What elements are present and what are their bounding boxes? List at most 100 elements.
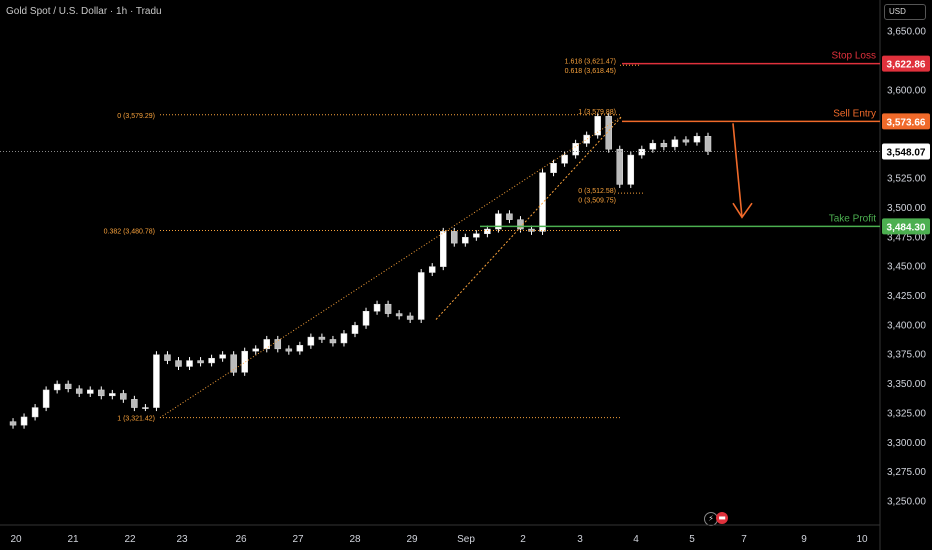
candle-down xyxy=(131,399,138,408)
candle-down xyxy=(395,313,403,317)
y-tick-label: 3,500.00 xyxy=(887,203,926,214)
chart-title: Gold Spot / U.S. Dollar · 1h · Tradu xyxy=(6,6,162,17)
x-tick-label: 7 xyxy=(741,534,747,545)
projection-arrow xyxy=(732,123,743,218)
take-profit-price-tag: 3,484.30 xyxy=(887,222,926,233)
x-tick-label: 27 xyxy=(292,534,304,545)
take-profit-price-tag-bg xyxy=(882,218,930,235)
x-tick-label: 29 xyxy=(406,534,418,545)
candle-up xyxy=(351,325,359,334)
candle-up xyxy=(417,272,425,320)
candle-down xyxy=(64,383,72,390)
y-tick-label: 3,325.00 xyxy=(887,408,926,419)
candle-up xyxy=(208,357,215,364)
candle-down xyxy=(528,228,535,232)
candle-up xyxy=(671,139,679,148)
sell-entry-price-tag-bg xyxy=(882,113,930,130)
trendline-lower xyxy=(435,115,623,320)
x-tick-label: 2 xyxy=(520,534,526,545)
candle-up xyxy=(572,143,579,156)
y-tick-label: 3,475.00 xyxy=(887,232,926,243)
take-profit-label: Take Profit xyxy=(829,213,876,224)
sell-entry-price-tag: 3,573.66 xyxy=(887,117,926,128)
candle-up xyxy=(87,389,94,394)
candle-down xyxy=(164,354,171,361)
candle-down xyxy=(704,136,712,152)
stop-loss-price-tag: 3,622.86 xyxy=(887,60,926,71)
y-tick-label: 3,425.00 xyxy=(887,291,926,302)
candle-down xyxy=(230,354,237,373)
candle-up xyxy=(252,348,259,352)
candle-up xyxy=(484,228,491,234)
candle-up xyxy=(428,266,436,273)
x-tick-label: 22 xyxy=(124,534,136,545)
candle-down xyxy=(98,389,105,397)
y-tick-label: 3,275.00 xyxy=(887,467,926,478)
candle-up xyxy=(649,143,657,150)
stop-loss-label: Stop Loss xyxy=(832,51,876,62)
x-tick-label: 9 xyxy=(801,534,807,545)
candle-down xyxy=(285,348,293,352)
fib-label-right: 0 (3,509.75) xyxy=(578,197,616,204)
candle-up xyxy=(263,339,270,350)
candle-up xyxy=(186,360,193,367)
y-tick-label: 3,525.00 xyxy=(887,174,926,185)
x-tick-label: 23 xyxy=(176,534,188,545)
candle-up xyxy=(20,416,28,426)
y-tick-label: 3,650.00 xyxy=(887,27,926,38)
candle-down xyxy=(329,339,337,344)
candle-down xyxy=(682,139,690,143)
fib-label: 0.382 (3,480.78) xyxy=(104,228,155,235)
x-tick-label: 4 xyxy=(633,534,639,545)
fib-label-right: 0 (3,512.58) xyxy=(578,188,616,195)
candle-down xyxy=(451,231,458,244)
candle-up xyxy=(495,213,502,230)
candle-up xyxy=(693,136,701,143)
y-tick-label: 3,600.00 xyxy=(887,85,926,96)
candle-down xyxy=(9,421,17,426)
projection-arrowhead xyxy=(732,202,753,219)
candle-up xyxy=(473,233,480,238)
fib-label: 0 (3,579.29) xyxy=(117,113,155,120)
x-tick-label: 3 xyxy=(577,534,583,545)
candle-down xyxy=(506,213,513,220)
candle-up xyxy=(31,407,39,418)
candle-up xyxy=(307,336,315,346)
candle-down xyxy=(384,303,392,314)
candle-down xyxy=(75,388,83,394)
candle-down xyxy=(274,339,282,350)
x-tick-label: Sep xyxy=(457,534,475,545)
candle-down xyxy=(120,393,127,400)
candle-up xyxy=(340,333,348,344)
candle-up xyxy=(373,303,381,312)
candle-down xyxy=(197,360,204,364)
y-tick-label: 3,250.00 xyxy=(887,497,926,508)
x-tick-label: 21 xyxy=(67,534,79,545)
fib-label-right: 1.618 (3,621.47) xyxy=(565,58,616,65)
x-tick-label: 20 xyxy=(10,534,22,545)
fib-label-right: 0.618 (3,618.45) xyxy=(565,68,616,75)
x-tick-label: 10 xyxy=(856,534,868,545)
candle-down xyxy=(318,336,326,340)
candle-up xyxy=(109,393,116,397)
candle-up xyxy=(53,383,61,391)
y-tick-label: 3,450.00 xyxy=(887,262,926,273)
candle-down xyxy=(605,116,612,150)
candle-up xyxy=(561,154,568,164)
candle-up xyxy=(42,389,50,408)
event-flag-icon[interactable]: ▬ xyxy=(716,512,728,524)
x-tick-label: 5 xyxy=(689,534,695,545)
sell-entry-label: Sell Entry xyxy=(833,108,876,119)
candle-down xyxy=(175,360,182,367)
y-tick-label: 3,350.00 xyxy=(887,379,926,390)
candle-up xyxy=(638,148,646,156)
candle-up xyxy=(296,345,304,352)
y-tick-label: 3,400.00 xyxy=(887,320,926,331)
stop-loss-price-tag-bg xyxy=(882,55,930,72)
candle-up xyxy=(440,231,447,267)
y-tick-label: 3,300.00 xyxy=(887,438,926,449)
fib-label: 1 (3,321.42) xyxy=(117,416,155,423)
candle-up xyxy=(241,350,248,373)
currency-button[interactable]: USD xyxy=(884,4,926,20)
